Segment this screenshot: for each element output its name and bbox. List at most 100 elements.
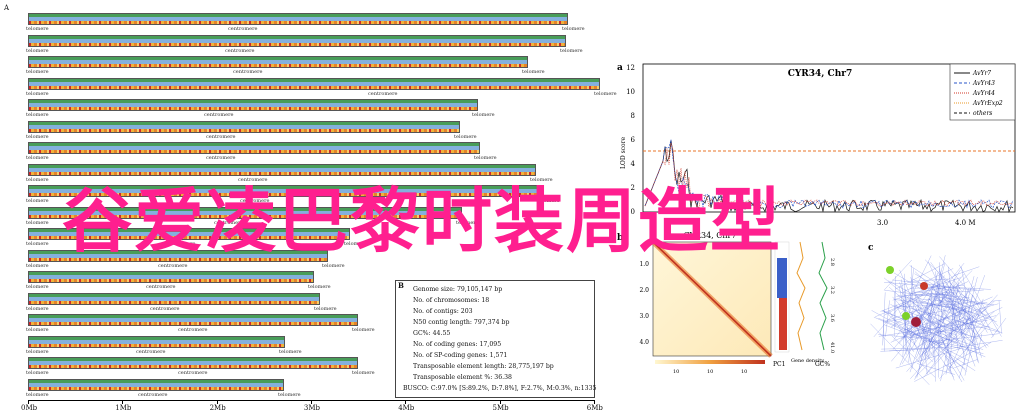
- network-edge: [954, 266, 980, 276]
- network-edge: [915, 334, 944, 344]
- network-edge: [927, 297, 974, 344]
- network-edge: [884, 300, 945, 322]
- telomere-label-right: telomere: [454, 133, 477, 140]
- lod-y-tick-label: 6: [631, 136, 636, 144]
- stats-line: Transposable element length: 28,775,197 …: [413, 363, 554, 370]
- network-edge: [939, 338, 948, 344]
- hic-y-ticks: 1.0 2.0 3.0 4.0: [639, 261, 649, 346]
- network-edge: [944, 364, 954, 369]
- chromosome-bar: [28, 292, 320, 305]
- network-edge: [940, 293, 981, 305]
- network-edge: [962, 320, 968, 328]
- network-edge: [909, 265, 966, 303]
- panel-b-label: B: [398, 281, 404, 290]
- network-edge: [923, 294, 998, 378]
- lod-y-ticks: 12 10 8 6 4 2 0: [626, 64, 635, 216]
- network-edge: [915, 316, 979, 339]
- stats-box: [395, 280, 595, 398]
- telomere-label-right: telomere: [562, 26, 585, 32]
- network-edge: [964, 335, 975, 376]
- telomere-label-right: telomere: [594, 90, 617, 97]
- network-edge: [913, 272, 938, 345]
- network-edge: [959, 298, 980, 364]
- stats-line: No. of chromosomes: 18: [413, 297, 490, 304]
- network-edge: [928, 262, 972, 358]
- chromosome-bar: [28, 34, 566, 47]
- axis-tick: [499, 400, 501, 404]
- network-edge: [939, 312, 1000, 380]
- centromere-label: centromere: [204, 112, 234, 118]
- chromosome-bar: [28, 13, 568, 25]
- network-edge: [899, 324, 904, 326]
- panel-a-label: A: [4, 4, 10, 12]
- stats-line: GC%: 44.55: [413, 330, 451, 337]
- chromosome-bar: [28, 335, 285, 348]
- stats-line: N50 contig length: 797,374 bp: [413, 319, 510, 326]
- network-edge: [960, 307, 967, 336]
- centromere-label: centromere: [146, 284, 176, 290]
- telomere-label-left: telomere: [26, 241, 49, 247]
- centromere-label: centromere: [178, 327, 208, 333]
- telomere-label-left: telomere: [26, 26, 49, 32]
- network-edge: [881, 347, 950, 350]
- network-edge: [928, 333, 999, 343]
- network-node-green-1: [886, 266, 894, 274]
- chromosome-bar: [28, 120, 460, 133]
- telomere-label-left: telomere: [26, 262, 49, 269]
- network-edge: [918, 302, 920, 307]
- network-edge: [940, 294, 991, 318]
- telomere-label-left: telomere: [26, 327, 49, 333]
- axis-tick: [310, 400, 312, 404]
- telomere-label-right: telomere: [352, 327, 375, 333]
- telomere-label-left: telomere: [26, 391, 49, 398]
- network-edge: [924, 340, 984, 354]
- network-edge: [921, 291, 961, 314]
- track-ticks: 2.8 3.2 3.6 41.0: [829, 258, 835, 353]
- centromere-label: centromere: [166, 241, 196, 247]
- network-edge: [975, 311, 995, 328]
- lod-y-tick-label: 12: [626, 64, 635, 72]
- axis-tick: [122, 400, 124, 404]
- network-edge: [899, 329, 934, 363]
- network-edge: [945, 356, 955, 381]
- telomere-label-left: telomere: [26, 69, 49, 75]
- telomere-label-right: telomere: [278, 391, 301, 398]
- network-edge: [895, 348, 961, 369]
- lod-x-tick-4: 4.0 M: [955, 219, 976, 227]
- network-edge: [911, 265, 913, 300]
- telomere-label-right: telomere: [522, 69, 545, 75]
- network-edge: [883, 277, 956, 338]
- lod-y-tick-label: 4: [631, 160, 636, 168]
- network-edge: [884, 282, 978, 291]
- panel-lod-plot: a CYR34, Chr7 LOD score 12 10 8 6 4 2 0 AvYr7 A…: [615, 58, 1025, 228]
- telomere-label-right: telomere: [474, 155, 497, 161]
- track-tick-label: 3.2: [829, 286, 835, 294]
- telomere-label-left: telomere: [26, 47, 49, 54]
- network-edge: [948, 266, 959, 350]
- stats-line: Genome size: 79,105,147 bp: [413, 286, 503, 293]
- network-edge: [905, 255, 932, 308]
- network-edge: [991, 317, 1007, 339]
- lod-legend-label: AvYr44: [972, 90, 995, 97]
- network-edge: [885, 300, 890, 337]
- lod-y-tick-label: 10: [626, 88, 635, 96]
- network-edge: [914, 291, 965, 381]
- lod-plot-frame: [642, 63, 1016, 213]
- network-edge: [899, 293, 933, 366]
- network-edge: [964, 319, 987, 352]
- telomere-label-right: telomere: [322, 262, 345, 269]
- telomere-label-left: telomere: [26, 90, 49, 97]
- network-edge: [900, 275, 945, 314]
- network-edge: [899, 286, 906, 317]
- axis-tick-label: 5Mb: [492, 404, 509, 412]
- chromosome-bar: [28, 206, 462, 219]
- network-edge: [925, 308, 987, 350]
- network-edge: [873, 290, 915, 338]
- chromosome-bar: [28, 142, 480, 154]
- telomere-label-left: telomere: [26, 112, 49, 118]
- network-edge: [883, 310, 902, 326]
- network-edge: [910, 291, 940, 336]
- hic-gc-track: [818, 241, 828, 351]
- network-edge: [954, 359, 978, 368]
